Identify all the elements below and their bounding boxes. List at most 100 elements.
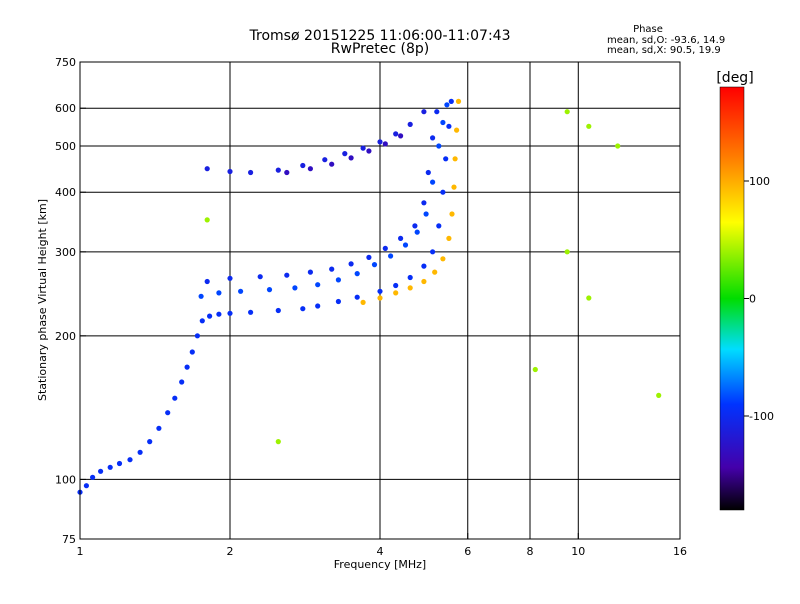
echo-point-o-mode-middle: [423, 211, 429, 217]
echo-point-o-mode-second-hop: [227, 168, 233, 175]
echo-point-o-mode-middle: [266, 287, 273, 293]
echo-point-o-mode-middle: [414, 229, 420, 235]
echo-point-o-mode-second-hop: [300, 162, 306, 169]
echo-point-o-mode-middle: [402, 242, 409, 248]
echo-point-o-mode-middle: [430, 179, 436, 185]
echo-point-o-mode-lower: [156, 425, 162, 431]
echo-point-x-mode: [421, 278, 427, 285]
echo-point-x-mode: [449, 211, 455, 217]
echo-point-o-mode-upper: [366, 254, 372, 260]
echo-point-o-mode-second-hop-lower: [284, 169, 290, 176]
echo-point-scattered-echoes: [564, 109, 570, 115]
echo-point-o-mode-upper: [348, 261, 354, 267]
y-tick-label: 200: [55, 330, 76, 343]
echo-point-o-mode-middle: [444, 102, 450, 108]
echo-point-scattered-echoes: [586, 123, 592, 129]
x-tick-label: 10: [571, 545, 585, 558]
echo-point-scattered-echoes: [656, 392, 662, 398]
echo-point-o-mode-upper: [430, 135, 436, 141]
echo-point-o-mode-upper: [204, 278, 210, 285]
echo-point-o-mode-second-hop: [204, 166, 210, 172]
x-tick-label: 2: [227, 545, 234, 558]
echo-point-o-mode-lower: [227, 310, 233, 316]
colorbar-label: [deg]: [716, 70, 753, 86]
echo-point-o-mode-lower: [199, 318, 205, 324]
echo-point-o-mode-middle: [198, 293, 204, 299]
y-tick-label: 750: [55, 56, 76, 69]
echo-point-o-mode-lower: [194, 333, 200, 339]
echo-point-o-mode-middle: [440, 119, 446, 126]
x-tick-label: 6: [464, 545, 471, 558]
echo-point-scattered-echoes: [204, 217, 210, 223]
colorbar-tick-label: 100: [749, 175, 770, 188]
echo-point-o-mode-second-hop-lower: [348, 155, 354, 161]
colorbar-tick-label: 0: [749, 293, 756, 306]
echo-point-o-mode-lower: [300, 306, 306, 312]
echo-point-x-mode: [451, 184, 457, 190]
echo-point-o-mode-second-hop-lower: [307, 166, 313, 172]
echo-point-o-mode-middle: [292, 285, 298, 291]
stats-line-x: mean, sd,X: 90.5, 19.9: [607, 45, 721, 56]
y-tick-label: 100: [55, 473, 76, 486]
echo-point-o-mode-second-hop: [407, 121, 413, 127]
echo-point-x-mode: [446, 235, 452, 241]
echo-point-o-mode-lower: [448, 98, 454, 104]
echo-point-o-mode-upper: [398, 235, 404, 241]
echo-point-scattered-echoes: [532, 366, 538, 373]
echo-point-o-mode-lower: [137, 449, 143, 455]
colorbar-tick-label: -100: [749, 410, 774, 423]
echo-point-o-mode-lower: [248, 309, 254, 315]
echo-point-o-mode-second-hop-lower: [398, 133, 404, 139]
echo-point-o-mode-lower: [98, 468, 104, 474]
echo-point-o-mode-lower: [443, 156, 449, 162]
echo-point-o-mode-second-hop: [275, 167, 281, 173]
grid: [80, 62, 680, 539]
echo-point-o-mode-second-hop: [393, 131, 399, 137]
echo-point-o-mode-second-hop: [421, 109, 427, 115]
stats-line-o: mean, sd,O: -93.6, 14.9: [607, 35, 725, 46]
y-tick-label: 300: [55, 246, 76, 259]
echo-point-o-mode-upper: [307, 269, 313, 275]
echo-point-o-mode-middle: [436, 143, 442, 149]
echo-point-o-mode-lower: [436, 223, 442, 229]
x-tick-label: 4: [377, 545, 384, 558]
echo-point-o-mode-lower: [172, 395, 178, 401]
echo-points: [77, 98, 662, 495]
echo-point-o-mode-second-hop: [342, 151, 348, 157]
echo-point-o-mode-middle: [216, 290, 222, 296]
echo-point-x-mode: [407, 285, 413, 291]
echo-point-x-mode: [455, 98, 462, 104]
echo-point-o-mode-second-hop: [248, 169, 254, 176]
echo-point-o-mode-lower: [275, 307, 281, 314]
x-tick-label: 1: [77, 545, 84, 558]
echo-point-o-mode-lower: [179, 379, 185, 385]
echo-point-o-mode-lower: [393, 282, 399, 289]
y-tick-label: 400: [55, 186, 76, 199]
echo-point-o-mode-upper: [382, 245, 388, 251]
echo-point-o-mode-lower: [440, 189, 446, 195]
y-tick-label: 600: [55, 102, 76, 115]
y-tick-label: 75: [62, 533, 76, 546]
y-tick-label: 500: [55, 140, 76, 153]
echo-point-o-mode-lower: [354, 294, 360, 300]
echo-point-o-mode-second-hop: [360, 145, 366, 151]
echo-point-o-mode-lower: [207, 313, 213, 319]
colorbar: [719, 86, 745, 511]
echo-point-o-mode-middle: [335, 277, 341, 283]
echo-point-o-mode-lower: [90, 474, 96, 480]
echo-point-scattered-echoes: [586, 295, 592, 301]
echo-point-o-mode-lower: [107, 464, 113, 470]
echo-point-o-mode-second-hop-lower: [366, 148, 372, 154]
chart-title: Tromsø 20151225 11:06:00-11:07:43: [249, 28, 511, 44]
echo-point-o-mode-lower: [446, 123, 452, 129]
echo-point-o-mode-lower: [407, 274, 413, 281]
echo-point-o-mode-lower: [116, 460, 123, 467]
x-axis-label: Frequency [MHz]: [334, 558, 426, 571]
echo-point-o-mode-lower: [127, 457, 133, 463]
echo-point-o-mode-second-hop: [322, 157, 328, 163]
echo-point-o-mode-upper: [227, 275, 233, 281]
echo-point-o-mode-lower: [147, 439, 153, 445]
echo-point-o-mode-upper: [434, 109, 440, 115]
colorbar-ticks: 100 0 -100: [744, 175, 774, 423]
